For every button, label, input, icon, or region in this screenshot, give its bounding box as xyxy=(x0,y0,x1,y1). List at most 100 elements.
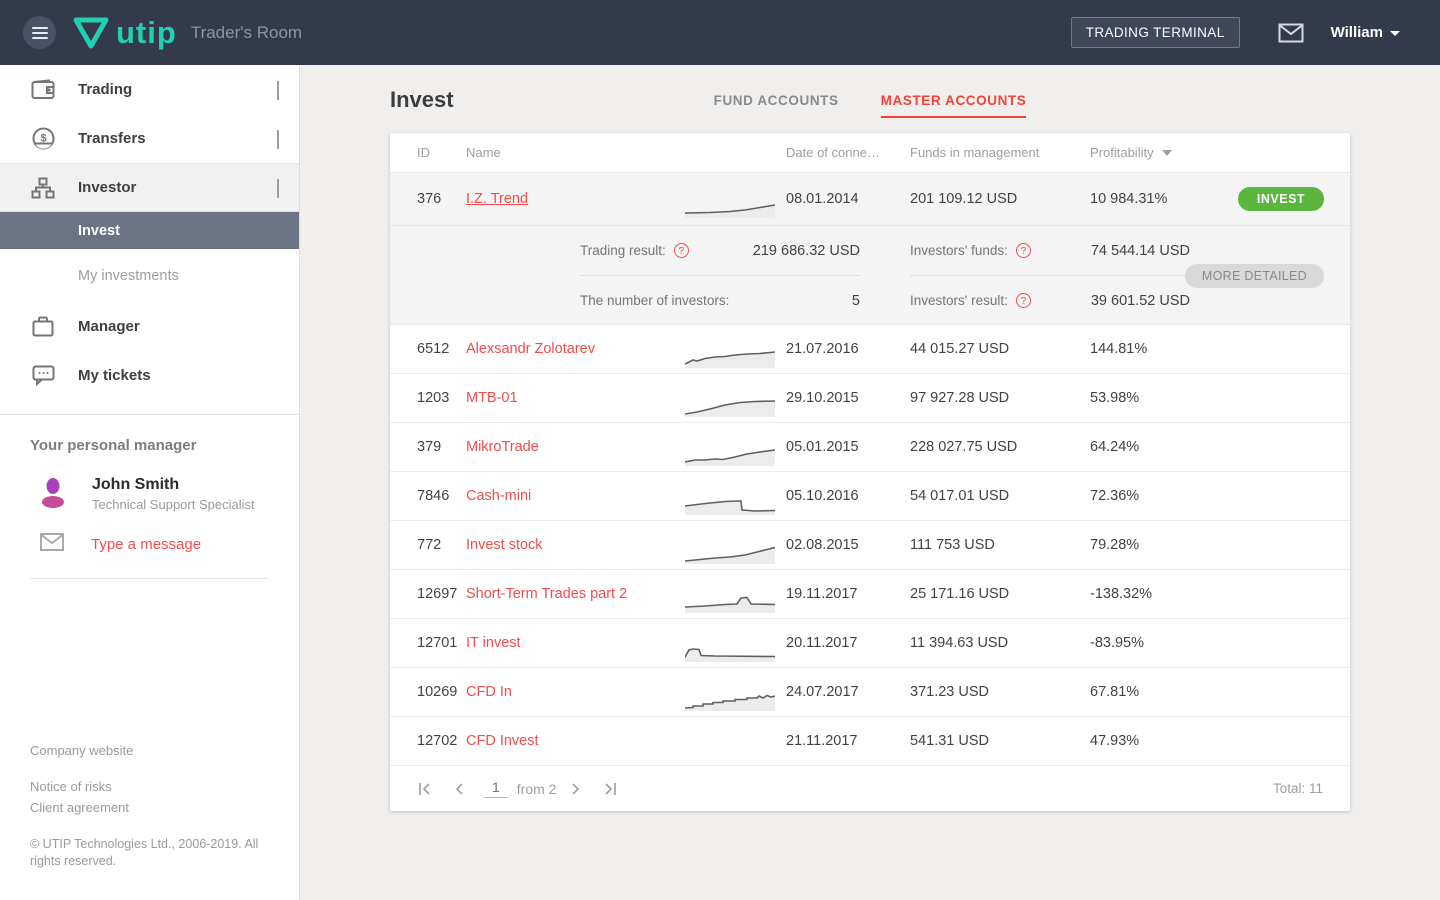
cell-id: 12697 xyxy=(417,586,458,602)
last-page-icon[interactable] xyxy=(602,782,618,796)
account-name-link[interactable]: IT invest xyxy=(466,635,521,651)
mail-icon[interactable] xyxy=(1278,23,1304,43)
sidebar-item-investor[interactable]: Investor xyxy=(0,163,299,212)
cell-funds: 228 027.75 USD xyxy=(910,439,1018,455)
account-name-link[interactable]: MTB-01 xyxy=(466,390,518,406)
cell-date: 21.07.2016 xyxy=(786,341,859,357)
cell-profitability: 79.28% xyxy=(1090,537,1140,553)
cell-profitability: 47.93% xyxy=(1090,733,1140,749)
expanded-account-detail: Trading result: ? 219 686.32 USD The numbe… xyxy=(390,226,1350,325)
sidebar-subitem-my-investments[interactable]: My investments xyxy=(78,267,179,284)
col-header-profitability[interactable]: Profitability xyxy=(1090,145,1238,160)
more-detailed-button[interactable]: MORE DETAILED xyxy=(1184,264,1324,288)
investors-funds-label: Investors' funds: ? xyxy=(910,243,1031,258)
account-name-link[interactable]: I.Z. Trend xyxy=(466,191,529,207)
col-header-date[interactable]: Date of conne… xyxy=(786,145,880,160)
table-header: ID Name Date of conne… Funds in manageme… xyxy=(390,133,1350,173)
chevron-up-icon xyxy=(277,179,279,198)
cell-id: 7846 xyxy=(417,488,450,504)
accounts-table-card: ID Name Date of conne… Funds in manageme… xyxy=(390,133,1350,811)
trading-result-value: 219 686.32 USD xyxy=(752,242,860,259)
manager-avatar-icon xyxy=(40,478,66,513)
col-header-funds[interactable]: Funds in management xyxy=(910,145,1040,160)
first-page-icon[interactable] xyxy=(417,782,433,796)
cell-profitability: -138.32% xyxy=(1090,586,1153,602)
trading-result-label: Trading result: ? xyxy=(580,243,689,258)
cell-id: 772 xyxy=(417,537,442,553)
profit-sparkline-chart xyxy=(685,351,775,368)
account-name-link[interactable]: MikroTrade xyxy=(466,439,539,455)
chevron-down-icon xyxy=(277,130,279,149)
cell-id: 1203 xyxy=(417,390,450,406)
account-name-link[interactable]: Cash-mini xyxy=(466,488,532,504)
next-page-icon[interactable] xyxy=(570,782,582,796)
account-name-link[interactable]: CFD In xyxy=(466,684,512,700)
sidebar-item-trading[interactable]: Trading xyxy=(0,65,299,114)
sidebar-item-label: My tickets xyxy=(78,367,151,384)
profit-sparkline-chart xyxy=(685,400,775,417)
table-row[interactable]: 12701 IT invest 20.11.2017 11 394.63 USD -83… xyxy=(390,619,1350,668)
help-icon[interactable]: ? xyxy=(1015,243,1031,258)
account-name-link[interactable]: Alexsandr Zolotarev xyxy=(466,341,595,357)
table-row[interactable]: 7846 Cash-mini 05.10.2016 54 017.01 USD 72.3… xyxy=(390,472,1350,521)
col-header-name[interactable]: Name xyxy=(466,145,501,160)
cell-profitability: 144.81% xyxy=(1090,341,1148,357)
table-row[interactable]: 379 MikroTrade 05.01.2015 228 027.75 USD 64.… xyxy=(390,423,1350,472)
num-investors-value: 5 xyxy=(851,292,860,309)
manager-role: Technical Support Specialist xyxy=(92,497,255,512)
cell-date: 05.01.2015 xyxy=(786,439,859,455)
sidebar-footer: Company website Notice of risks Client agr… xyxy=(0,743,299,900)
table-row[interactable]: 12697 Short-Term Trades part 2 19.11.2017 2… xyxy=(390,570,1350,619)
cell-profitability: 53.98% xyxy=(1090,390,1140,406)
account-tabs: FUND ACCOUNTS MASTER ACCOUNTS xyxy=(390,93,1350,118)
footer-link[interactable]: Company website xyxy=(30,743,134,759)
help-icon[interactable]: ? xyxy=(1015,293,1031,308)
utip-logo-triangle-icon xyxy=(72,15,110,51)
total-count-label: Total: 11 xyxy=(1272,781,1323,796)
sidebar-item-manager[interactable]: Manager xyxy=(0,302,299,351)
cell-profitability: 10 984.31% xyxy=(1090,191,1168,207)
table-row[interactable]: 376 I.Z. Trend 08.01.2014 201 109.12 USD 10 … xyxy=(390,173,1350,226)
account-name-link[interactable]: CFD Invest xyxy=(466,733,539,749)
prev-page-icon[interactable] xyxy=(453,782,465,796)
cell-profitability: 64.24% xyxy=(1090,439,1140,455)
user-menu[interactable]: William xyxy=(1331,24,1400,41)
tab-fund-accounts[interactable]: FUND ACCOUNTS xyxy=(713,93,839,108)
cell-id: 12702 xyxy=(417,733,458,749)
tab-master-accounts[interactable]: MASTER ACCOUNTS xyxy=(880,93,1027,118)
investors-funds-value: 74 544.14 USD xyxy=(1090,242,1190,259)
help-icon[interactable]: ? xyxy=(673,243,689,258)
cell-date: 21.11.2017 xyxy=(786,733,858,749)
table-row[interactable]: 1203 MTB-01 29.10.2015 97 927.28 USD 53.98% xyxy=(390,374,1350,423)
invest-button[interactable]: INVEST xyxy=(1238,187,1324,211)
footer-link[interactable]: Notice of risks xyxy=(30,779,112,795)
table-row[interactable]: 772 Invest stock 02.08.2015 111 753 USD 79.2… xyxy=(390,521,1350,570)
current-page-input[interactable]: 1 xyxy=(485,779,507,798)
sidebar-item-transfers[interactable]: $ Transfers xyxy=(0,114,299,163)
account-name-link[interactable]: Invest stock xyxy=(466,537,543,553)
utip-logo[interactable]: utip xyxy=(72,15,177,51)
page-title: Invest xyxy=(390,87,454,112)
sidebar-item-my-tickets[interactable]: My tickets xyxy=(0,351,299,400)
copyright-text: © UTIP Technologies Ltd., 2006-2019. All… xyxy=(30,837,259,869)
envelope-icon xyxy=(40,533,64,556)
footer-link[interactable]: Client agreement xyxy=(30,800,129,816)
cell-funds: 201 109.12 USD xyxy=(910,191,1018,207)
account-name-link[interactable]: Short-Term Trades part 2 xyxy=(466,586,628,602)
col-header-id[interactable]: ID xyxy=(417,145,430,160)
sidebar-subitem-invest[interactable]: Invest xyxy=(0,212,299,249)
type-message-link[interactable]: Type a message xyxy=(30,533,269,556)
cell-date: 05.10.2016 xyxy=(786,488,859,504)
table-row[interactable]: 6512 Alexsandr Zolotarev 21.07.2016 44 015.… xyxy=(390,325,1350,374)
table-row[interactable]: 10269 CFD In 24.07.2017 371.23 USD 67.81% xyxy=(390,668,1350,717)
type-message-label: Type a message xyxy=(91,536,202,553)
cell-profitability: -83.95% xyxy=(1090,635,1145,651)
table-row[interactable]: 12702 CFD Invest 21.11.2017 541.31 USD 47.93… xyxy=(390,717,1350,766)
cell-funds: 97 927.28 USD xyxy=(910,390,1010,406)
cell-funds: 11 394.63 USD xyxy=(910,635,1009,651)
cell-id: 6512 xyxy=(417,341,450,357)
cell-profitability: 67.81% xyxy=(1090,684,1140,700)
trading-terminal-button[interactable]: TRADING TERMINAL xyxy=(1070,17,1240,48)
hamburger-menu-icon[interactable] xyxy=(23,16,56,49)
cell-funds: 111 753 USD xyxy=(910,537,995,553)
